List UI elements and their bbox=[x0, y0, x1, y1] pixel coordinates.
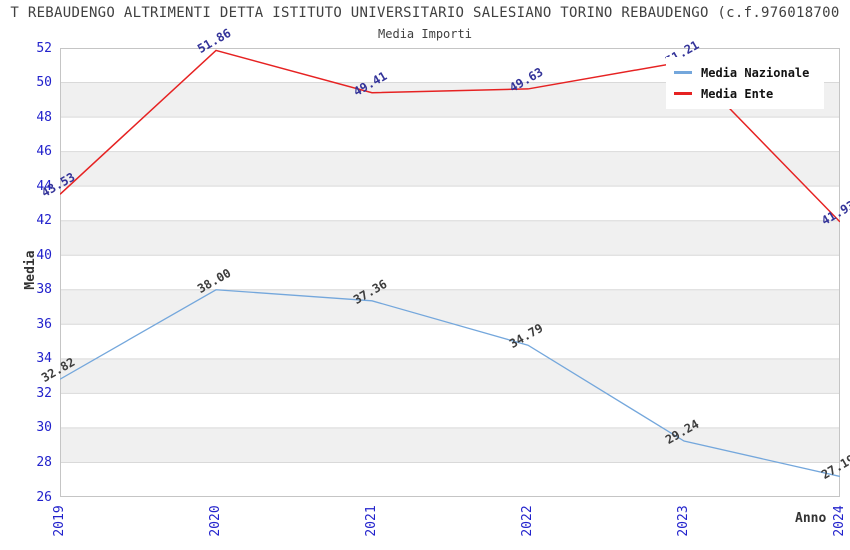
y-tick-label: 32 bbox=[36, 385, 52, 401]
x-tick-label: 2021 bbox=[364, 505, 379, 537]
y-tick-label: 26 bbox=[36, 489, 52, 505]
x-axis-title: Anno bbox=[795, 511, 827, 526]
x-tick-label: 2024 bbox=[832, 505, 847, 537]
grid-band bbox=[60, 289, 840, 325]
legend-label: Media Ente bbox=[701, 86, 774, 101]
grid-band bbox=[60, 220, 840, 256]
legend-label: Media Nazionale bbox=[701, 65, 810, 80]
x-tick-label: 2020 bbox=[208, 505, 223, 537]
grid-band bbox=[60, 151, 840, 187]
x-tick-label: 2023 bbox=[676, 505, 691, 537]
y-tick-label: 48 bbox=[36, 109, 52, 125]
x-tick-label: 2019 bbox=[52, 505, 67, 537]
y-tick-label: 40 bbox=[36, 247, 52, 263]
y-tick-label: 28 bbox=[36, 454, 52, 470]
grid-band bbox=[60, 427, 840, 463]
legend-item-media-nazionale: Media Nazionale bbox=[674, 62, 824, 83]
chart-subtitle: Media Importi bbox=[378, 27, 472, 41]
legend-swatch-line-icon bbox=[674, 71, 692, 74]
series-line-media-nazionale bbox=[60, 289, 840, 478]
y-tick-label: 52 bbox=[36, 40, 52, 56]
plot-svg bbox=[60, 48, 840, 497]
y-tick-label: 36 bbox=[36, 316, 52, 332]
legend-item-media-ente: Media Ente bbox=[674, 83, 824, 104]
legend-swatch-line-icon bbox=[674, 92, 692, 95]
y-tick-label: 30 bbox=[36, 420, 52, 436]
y-tick-label: 42 bbox=[36, 213, 52, 229]
legend: Media Nazionale Media Ente bbox=[666, 57, 824, 109]
y-tick-label: 50 bbox=[36, 75, 52, 91]
plot-border bbox=[60, 48, 840, 497]
y-tick-label: 38 bbox=[36, 282, 52, 298]
plot-area bbox=[60, 48, 840, 497]
y-tick-label: 44 bbox=[36, 178, 52, 194]
grid-band bbox=[60, 358, 840, 394]
y-tick-label: 34 bbox=[36, 351, 52, 367]
y-tick-label: 46 bbox=[36, 144, 52, 160]
x-tick-label: 2022 bbox=[520, 505, 535, 537]
chart-title: T REBAUDENGO ALTRIMENTI DETTA ISTITUTO U… bbox=[10, 5, 840, 21]
